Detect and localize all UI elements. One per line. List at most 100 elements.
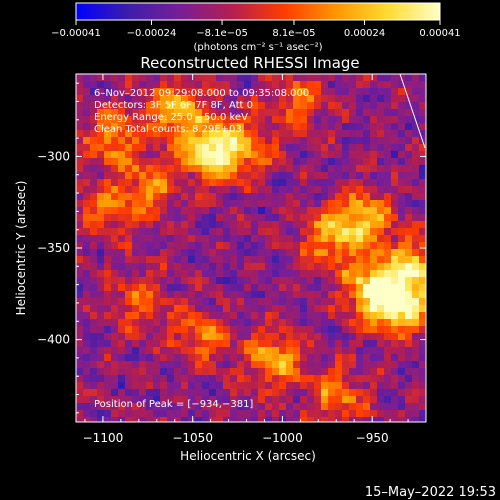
heatmap-cell: [398, 109, 405, 116]
heatmap-cell: [321, 123, 328, 130]
heatmap-cell: [181, 186, 188, 193]
heatmap-cell: [335, 389, 342, 396]
heatmap-cell: [76, 410, 83, 417]
heatmap-cell: [202, 137, 209, 144]
heatmap-cell: [181, 137, 188, 144]
heatmap-cell: [363, 242, 370, 249]
heatmap-cell: [146, 277, 153, 284]
heatmap-cell: [111, 158, 118, 165]
heatmap-cell: [118, 389, 125, 396]
heatmap-cell: [104, 361, 111, 368]
heatmap-cell: [363, 375, 370, 382]
heatmap-cell: [384, 403, 391, 410]
heatmap-cell: [342, 396, 349, 403]
heatmap-cell: [391, 151, 398, 158]
heatmap-cell: [370, 277, 377, 284]
heatmap-cell: [370, 347, 377, 354]
heatmap-cell: [97, 375, 104, 382]
heatmap-cell: [321, 284, 328, 291]
heatmap-cell: [293, 151, 300, 158]
heatmap-cell: [139, 382, 146, 389]
heatmap-cell: [76, 326, 83, 333]
heatmap-cell: [153, 102, 160, 109]
heatmap-cell: [174, 137, 181, 144]
heatmap-cell: [153, 340, 160, 347]
heatmap-cell: [132, 186, 139, 193]
heatmap-cell: [412, 165, 419, 172]
heatmap-cell: [83, 270, 90, 277]
heatmap-cell: [83, 116, 90, 123]
heatmap-cell: [216, 417, 223, 422]
heatmap-cell: [244, 200, 251, 207]
heatmap-cell: [293, 249, 300, 256]
heatmap-cell: [321, 263, 328, 270]
heatmap-cell: [328, 81, 335, 88]
heatmap-cell: [321, 207, 328, 214]
heatmap-cell: [118, 361, 125, 368]
heatmap-cell: [160, 158, 167, 165]
heatmap-cell: [314, 123, 321, 130]
heatmap-cell: [307, 347, 314, 354]
heatmap-cell: [90, 102, 97, 109]
heatmap-cell: [286, 291, 293, 298]
heatmap-cell: [160, 137, 167, 144]
heatmap-cell: [258, 193, 265, 200]
heatmap-cell: [209, 312, 216, 319]
heatmap-cell: [104, 354, 111, 361]
heatmap-cell: [188, 291, 195, 298]
heatmap-cell: [384, 396, 391, 403]
heatmap-cell: [356, 277, 363, 284]
heatmap-cell: [223, 179, 230, 186]
heatmap-cell: [216, 88, 223, 95]
heatmap-cell: [300, 410, 307, 417]
heatmap-cell: [307, 200, 314, 207]
heatmap-cell: [195, 263, 202, 270]
heatmap-cell: [202, 368, 209, 375]
heatmap-cell: [132, 144, 139, 151]
heatmap-cell: [139, 116, 146, 123]
heatmap-cell: [223, 207, 230, 214]
heatmap-cell: [300, 165, 307, 172]
heatmap-cell: [76, 417, 83, 422]
heatmap-cell: [314, 375, 321, 382]
heatmap-cell: [132, 102, 139, 109]
heatmap-cell: [391, 242, 398, 249]
heatmap-cell: [398, 263, 405, 270]
heatmap-cell: [132, 158, 139, 165]
heatmap-cell: [251, 165, 258, 172]
heatmap-cell: [167, 284, 174, 291]
heatmap-cell: [286, 165, 293, 172]
heatmap-cell: [349, 382, 356, 389]
heatmap-cell: [195, 137, 202, 144]
heatmap-cell: [139, 333, 146, 340]
heatmap-cell: [104, 347, 111, 354]
heatmap-cell: [265, 137, 272, 144]
heatmap-cell: [83, 333, 90, 340]
heatmap-cell: [370, 284, 377, 291]
heatmap-cell: [83, 193, 90, 200]
heatmap-cell: [209, 375, 216, 382]
heatmap-cell: [307, 88, 314, 95]
heatmap-cell: [258, 361, 265, 368]
heatmap-cell: [419, 165, 426, 172]
heatmap-cell: [83, 389, 90, 396]
heatmap-cell: [314, 347, 321, 354]
heatmap-cell: [363, 305, 370, 312]
heatmap-cell: [83, 326, 90, 333]
heatmap-cell: [251, 368, 258, 375]
heatmap-cell: [209, 179, 216, 186]
heatmap-cell: [188, 389, 195, 396]
heatmap-cell: [412, 221, 419, 228]
heatmap-cell: [370, 186, 377, 193]
heatmap-cell: [265, 333, 272, 340]
heatmap-cell: [377, 200, 384, 207]
heatmap-cell: [279, 277, 286, 284]
heatmap-cell: [321, 130, 328, 137]
heatmap-cell: [251, 158, 258, 165]
heatmap-cell: [223, 130, 230, 137]
heatmap-cell: [146, 382, 153, 389]
heatmap-cell: [202, 95, 209, 102]
heatmap-cell: [265, 116, 272, 123]
heatmap-cell: [405, 284, 412, 291]
heatmap-cell: [335, 214, 342, 221]
